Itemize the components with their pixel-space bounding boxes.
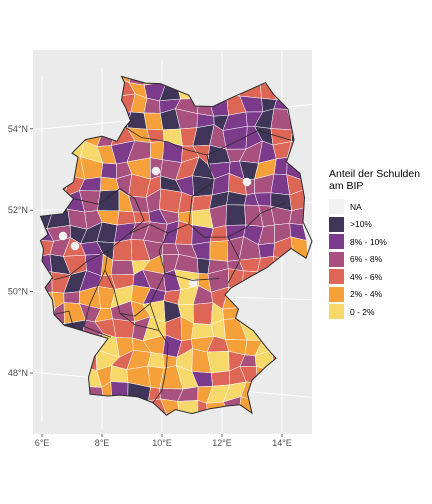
district-region [110,260,135,276]
legend-label: 6% - 8% [350,254,383,265]
district-region [192,175,215,197]
lon-tick-label: 14°E [272,438,292,448]
legend-item: 8% - 10% [329,233,429,251]
legend-title: Anteil der Schulden am BIP [329,168,421,192]
legend-item: >10% [329,216,429,234]
district-region [148,387,161,402]
state-border [122,125,292,156]
legend-item: 4% - 6% [329,268,429,286]
legend-swatch [329,251,344,267]
state-border [83,269,112,338]
legend-label: 4% - 6% [350,271,383,282]
country-outline [39,75,313,416]
legend-item: 6% - 8% [329,251,429,269]
state-border [73,188,145,234]
district-region [192,302,214,325]
district-region [225,204,246,226]
state-border [53,250,109,280]
legend-item: 0 - 2% [329,303,429,321]
district-region [209,240,228,262]
legend-item: 2% - 4% [329,286,429,304]
district-region [211,370,231,387]
na-region [70,241,80,251]
legend-label: 2% - 4% [350,289,383,300]
na-region [58,231,68,241]
legend-swatch [329,304,344,320]
district-region [176,432,196,451]
district-region [159,188,183,214]
district-region [206,351,230,374]
district-region [63,291,80,304]
state-border [158,223,220,281]
lat-tick-label: 48°N [8,368,28,378]
district-region [100,162,117,180]
legend-swatch [329,216,344,232]
district-region [273,157,288,175]
lat-tick-label: 54°N [8,124,28,134]
district-region [54,431,66,451]
legend-label: 8% - 10% [350,236,387,247]
na-region [151,166,161,176]
na-region [242,177,252,187]
legend-swatch [329,269,344,285]
district-region [132,211,151,224]
district-region [258,242,275,259]
district-region [97,189,120,212]
state-border [119,312,169,404]
state-border [188,154,286,238]
lat-tick-label: 50°N [8,287,28,297]
legend-swatch [329,199,344,215]
district-region [159,398,181,416]
lon-tick-label: 6°E [35,438,50,448]
legend-label: >10% [350,219,372,230]
legend-swatch [329,234,344,250]
district-region [64,431,86,452]
state-border [149,303,160,331]
state-borders [53,125,292,404]
legend-label: NA [350,201,362,212]
district-region [116,432,133,451]
state-border [104,224,169,317]
longitude-ticks: 6°E 8°E 10°E 12°E 14°E [35,434,292,448]
district-region [112,239,133,262]
na-region [188,278,198,288]
lon-tick-label: 12°E [212,438,232,448]
lon-tick-label: 10°E [152,438,172,448]
latitude-ticks: 54°N 52°N 50°N 48°N [8,124,33,378]
legend: Anteil der Schulden am BIP NA >10% 8% - 10… [329,168,429,321]
district-region [150,140,165,161]
lat-tick-label: 52°N [8,205,28,215]
state-border [227,236,241,284]
legend-label: 0 - 2% [350,306,375,317]
legend-items: NA >10% 8% - 10% 6% - 8% 4% - 6% 2% - 4% 0 - 2… [329,198,429,321]
district-region [143,112,164,131]
legend-swatch [329,286,344,302]
lon-tick-label: 8°E [95,438,110,448]
legend-item: NA [329,198,429,216]
state-border [53,310,74,329]
